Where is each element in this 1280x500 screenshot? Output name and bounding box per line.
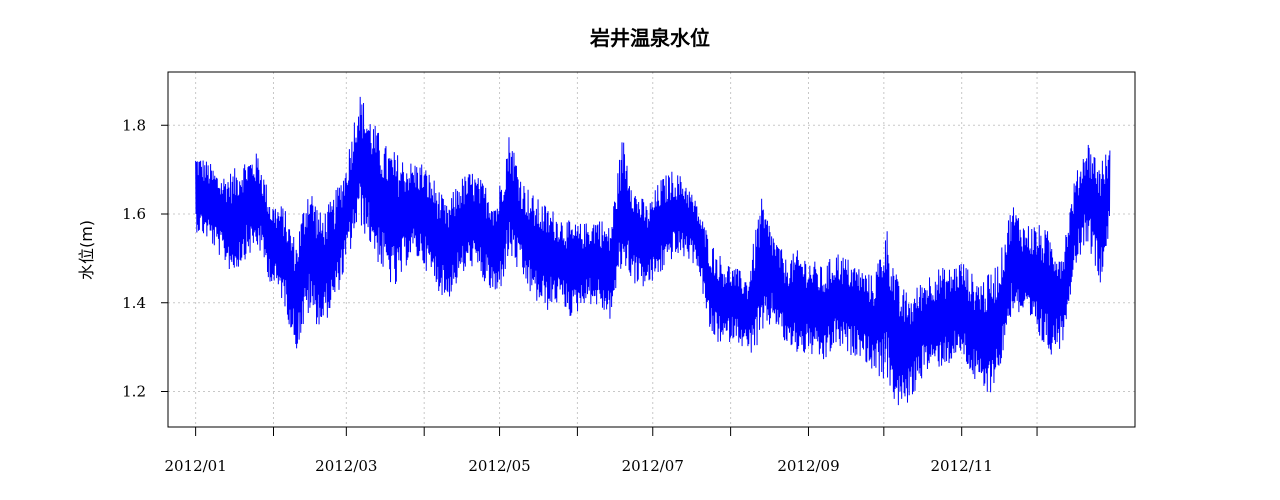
- y-tick-label: 1.2: [122, 383, 146, 401]
- x-tick-label: 2012/05: [468, 457, 530, 475]
- y-axis: 1.2 1.4 1.6 1.8: [122, 116, 168, 401]
- x-tick-label: 2012/03: [315, 457, 377, 475]
- y-tick-label: 1.6: [122, 205, 146, 223]
- x-tick-label: 2012/07: [622, 457, 684, 475]
- y-tick-label: 1.8: [122, 116, 146, 134]
- y-axis-label: 水位(m): [77, 220, 96, 280]
- x-tick-label: 2012/01: [164, 457, 226, 475]
- x-tick-label: 2012/11: [931, 457, 993, 475]
- plot-frame: [167, 71, 1136, 428]
- x-axis: 2012/01 2012/03 2012/05 2012/07 2012/09 2012/…: [164, 427, 1038, 475]
- series-group: [195, 96, 1111, 406]
- series-line: [195, 96, 1111, 406]
- chart-title: 岩井温泉水位: [589, 26, 710, 50]
- x-tick-label: 2012/09: [777, 457, 839, 475]
- y-tick-label: 1.4: [122, 294, 146, 312]
